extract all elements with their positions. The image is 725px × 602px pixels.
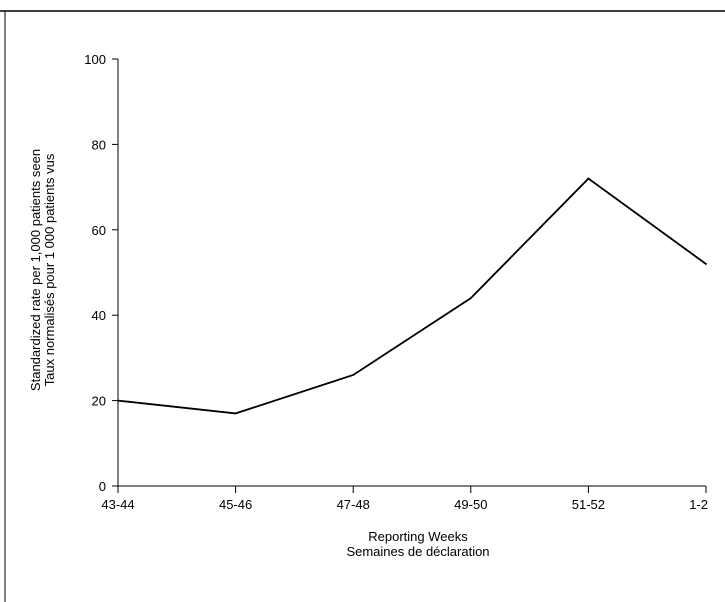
- x-axis-label-en: Reporting Weeks: [368, 529, 468, 544]
- series-group: [117, 177, 707, 415]
- x-axis-label-fr: Semaines de déclaration: [346, 544, 489, 559]
- y-tick-label: 40: [92, 308, 106, 323]
- y-tick-label: 60: [92, 223, 106, 238]
- plot-axes: [117, 59, 706, 487]
- y-tick-label: 80: [92, 137, 106, 152]
- series-line: [117, 177, 707, 415]
- y-tick-label: 100: [84, 52, 106, 67]
- y-axis-label-en: Standardized rate per 1,000 patients see…: [28, 149, 43, 391]
- x-tick-label: 45-46: [219, 497, 252, 512]
- x-tick-label: 47-48: [337, 497, 370, 512]
- x-tick-label: 43-44: [101, 497, 134, 512]
- y-tick-label: 0: [99, 479, 106, 494]
- data-point: [117, 399, 119, 402]
- data-point: [234, 412, 237, 415]
- y-axis-ticks: 0 20 40 60 80 100: [84, 52, 118, 494]
- x-tick-label: 49-50: [454, 497, 487, 512]
- y-axis-label-fr: Taux normalisés pour 1 000 patients vus: [42, 153, 57, 386]
- y-tick-label: 20: [92, 394, 106, 409]
- data-point: [469, 297, 472, 300]
- data-point: [352, 374, 355, 376]
- data-point: [587, 177, 590, 180]
- x-tick-label: 1-2: [689, 497, 708, 512]
- x-axis-ticks: 43-44 45-46 47-48 49-50 51-52 1-2: [101, 486, 708, 512]
- data-point: [705, 263, 707, 265]
- x-tick-label: 51-52: [572, 497, 605, 512]
